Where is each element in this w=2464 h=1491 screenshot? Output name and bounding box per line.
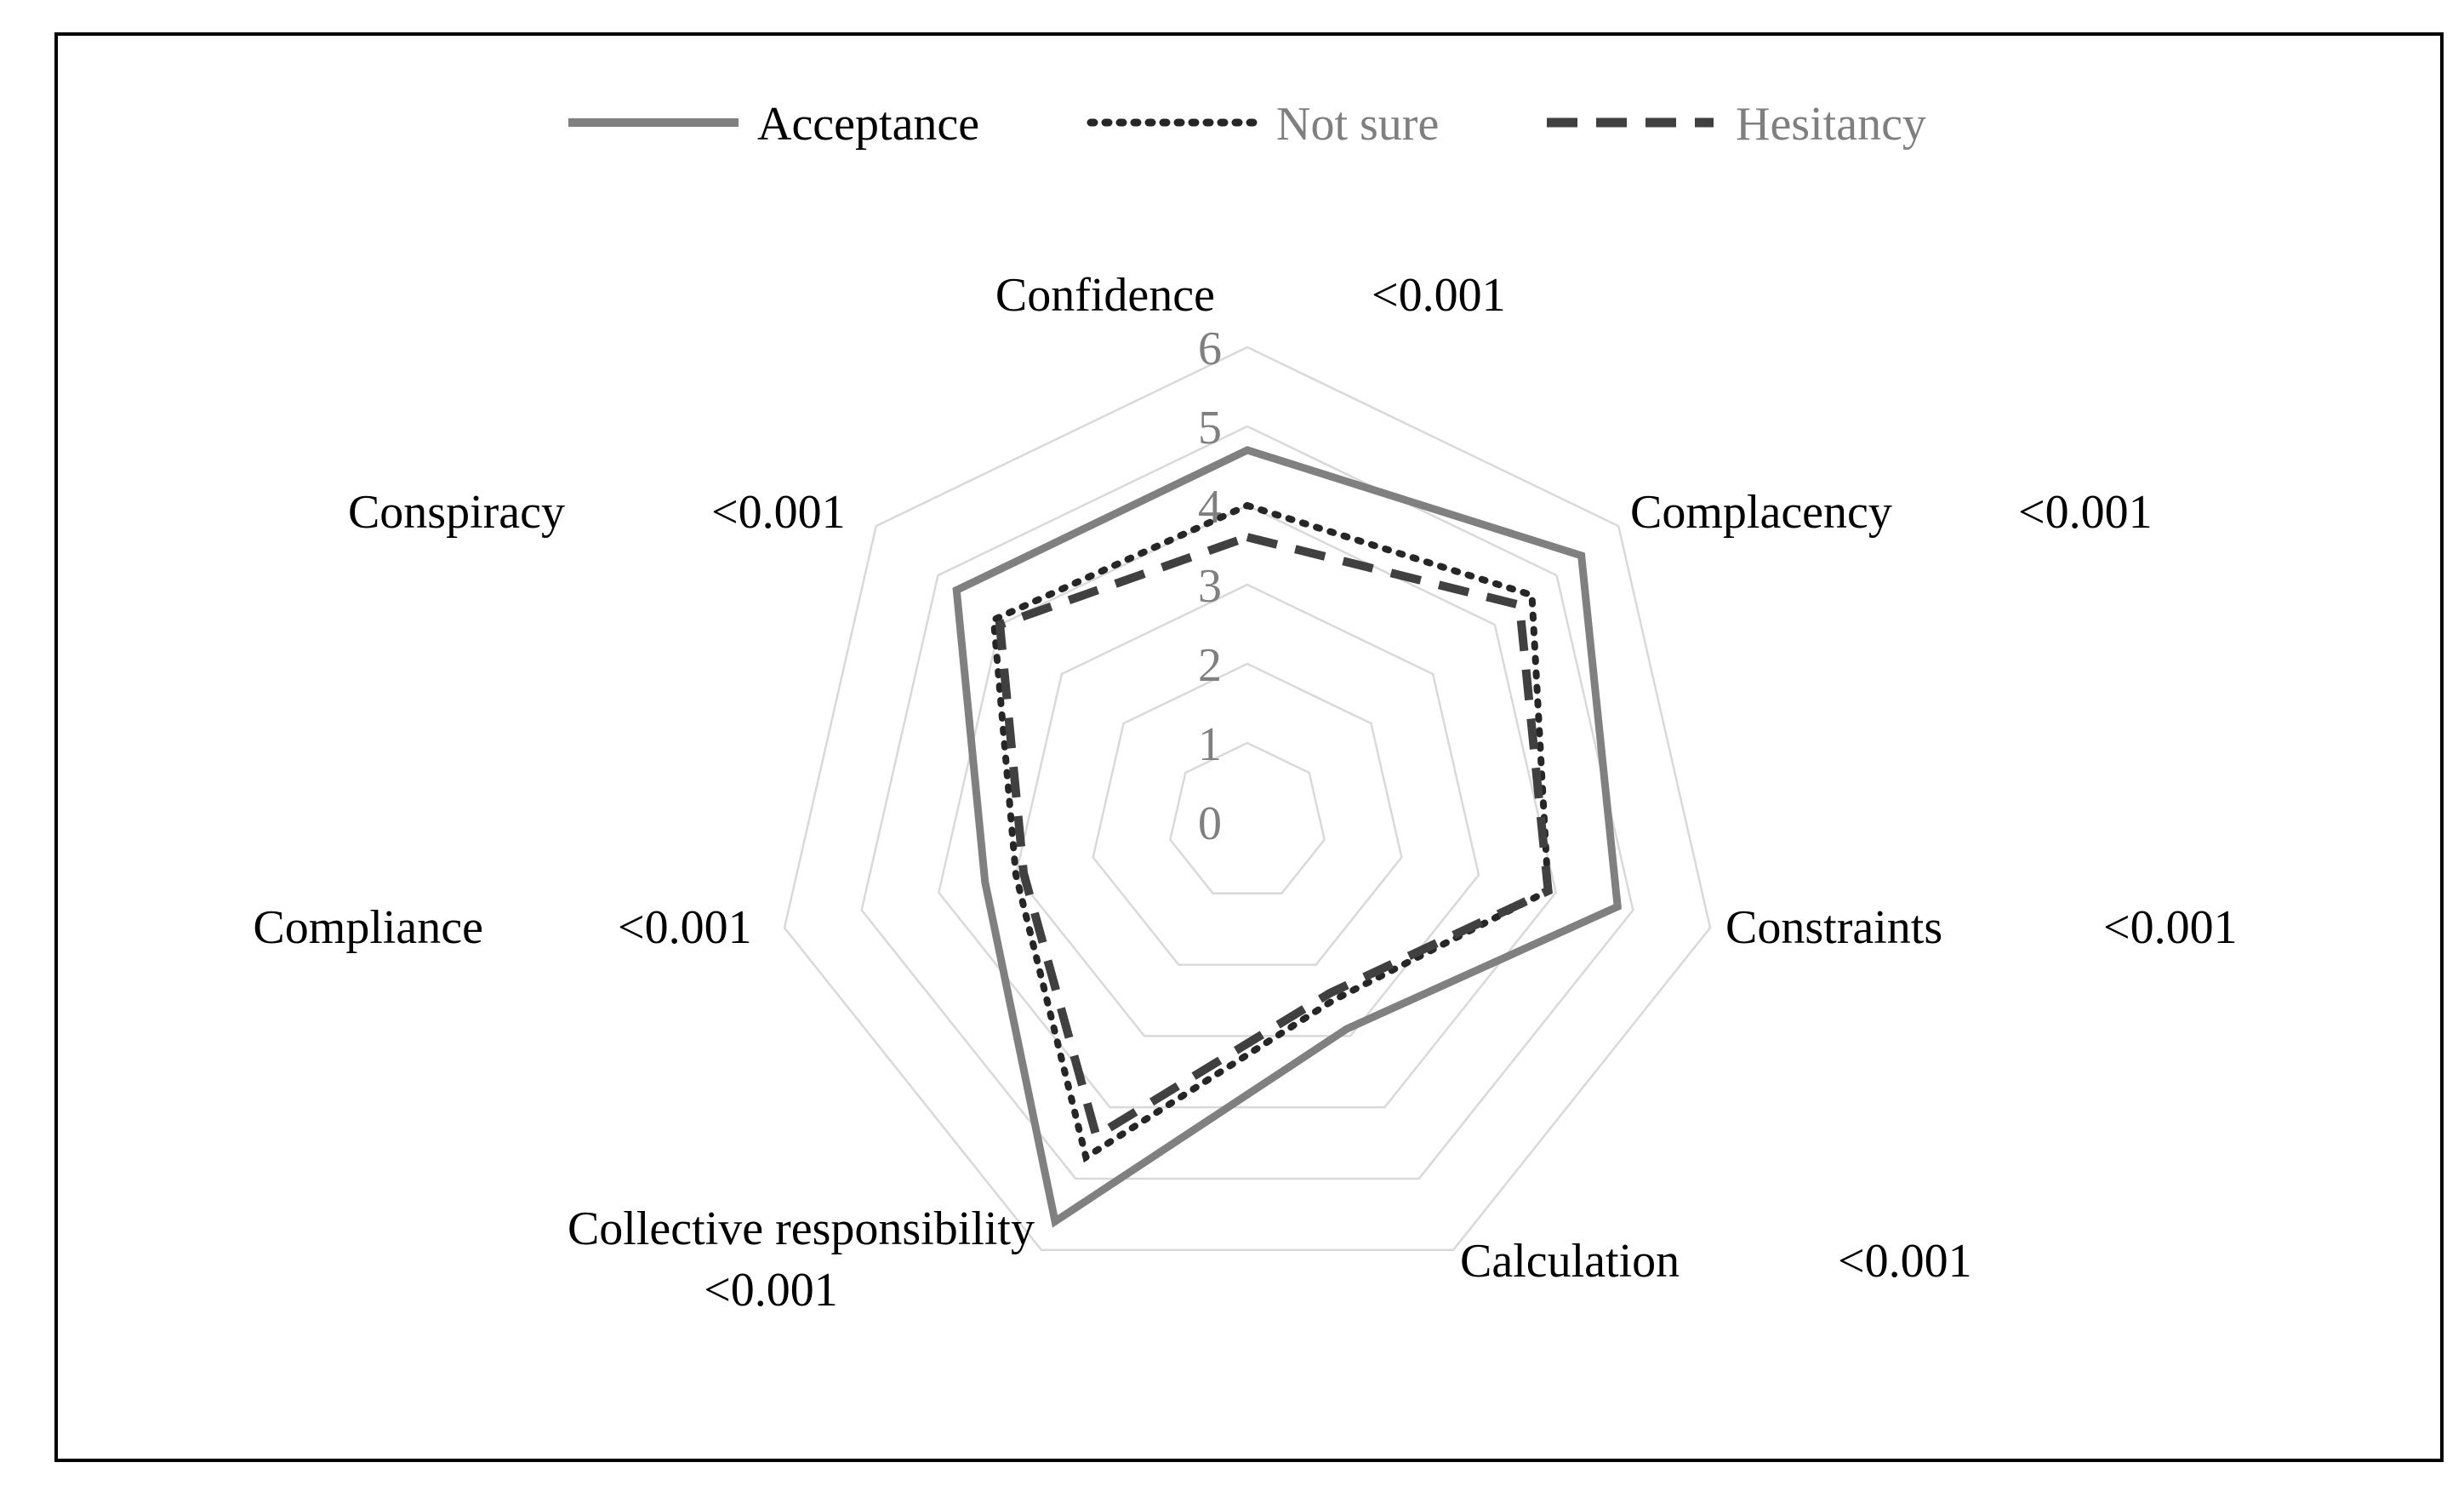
legend-label: Acceptance bbox=[757, 98, 979, 151]
grid-ring-3 bbox=[1014, 583, 1480, 1037]
category-labels: Confidence <0.001 Complacency <0.001 Constra… bbox=[253, 269, 2237, 1317]
axis-label: Conspiracy bbox=[348, 486, 565, 539]
radar-series bbox=[952, 446, 1623, 1228]
p-value-label: <0.001 bbox=[711, 486, 846, 539]
legend-label: Hesitancy bbox=[1736, 98, 1926, 151]
series-line-hesitancy bbox=[995, 532, 1553, 1143]
chart-frame bbox=[54, 32, 2444, 1462]
legend-label: Not sure bbox=[1276, 98, 1439, 151]
axis-label: Constraints bbox=[1725, 901, 1942, 954]
tick-label: 3 bbox=[1198, 560, 1222, 613]
radar-grid bbox=[783, 346, 1712, 1251]
axis-label: Calculation bbox=[1460, 1235, 1680, 1288]
grid-ring-6 bbox=[783, 346, 1712, 1251]
p-value-label: <0.001 bbox=[618, 901, 752, 954]
tick-label: 6 bbox=[1198, 323, 1222, 375]
tick-label: 5 bbox=[1198, 402, 1222, 454]
grid-ring-4 bbox=[937, 504, 1558, 1109]
grid-ring-5 bbox=[860, 425, 1634, 1180]
grid-ring-2 bbox=[1092, 662, 1403, 966]
p-value-label: <0.001 bbox=[1372, 269, 1506, 322]
p-value-label: <0.001 bbox=[704, 1264, 838, 1317]
grid-ring-1 bbox=[1168, 741, 1326, 895]
legend: Acceptance Not sure Hesitancy bbox=[568, 98, 1926, 151]
tick-label: 1 bbox=[1198, 718, 1222, 771]
axis-label: Complacency bbox=[1630, 486, 1892, 539]
tick-label: 2 bbox=[1198, 639, 1222, 692]
p-value-label: <0.001 bbox=[2018, 486, 2153, 539]
axis-label: Confidence bbox=[995, 269, 1215, 322]
p-value-label: <0.001 bbox=[2103, 901, 2238, 954]
p-value-label: <0.001 bbox=[1838, 1235, 1972, 1288]
series-line-not-sure bbox=[990, 501, 1552, 1163]
series-line-acceptance bbox=[952, 446, 1623, 1228]
axis-label: Collective responsibility bbox=[568, 1203, 1035, 1255]
tick-label: 0 bbox=[1198, 797, 1222, 850]
axis-label: Compliance bbox=[253, 901, 483, 954]
